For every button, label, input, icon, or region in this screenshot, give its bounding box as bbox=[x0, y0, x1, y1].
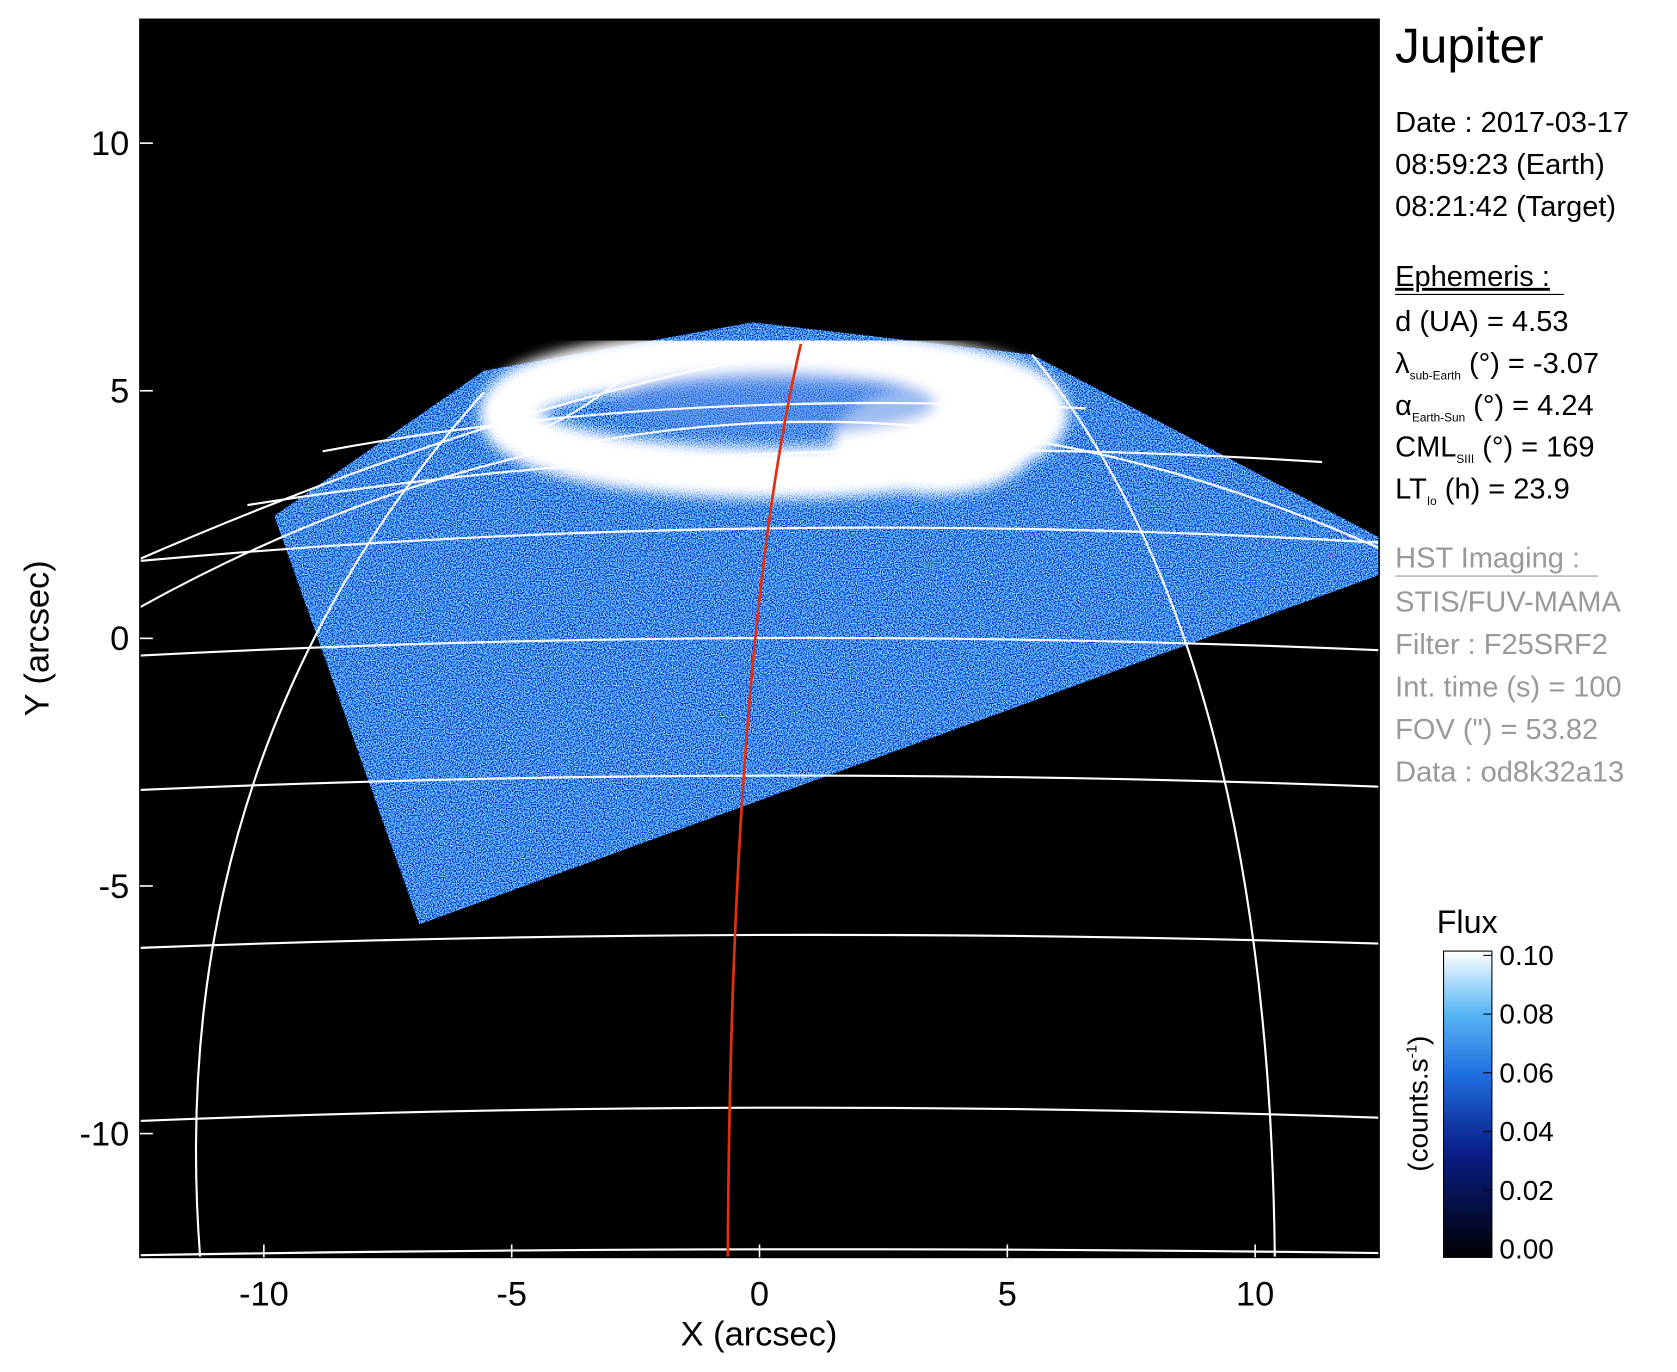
imaging-line: STIS/FUV-MAMA bbox=[1395, 586, 1621, 618]
colorbar-tick-label: 0.10 bbox=[1499, 940, 1553, 971]
ephemeris-line: LTIo (h) = 23.9 bbox=[1395, 474, 1570, 508]
y-tick-label: -5 bbox=[99, 868, 130, 906]
colorbar-tick-label: 0.06 bbox=[1499, 1057, 1553, 1088]
x-tick-label: -10 bbox=[239, 1276, 289, 1314]
ephemeris-label: α bbox=[1395, 390, 1412, 422]
ephemeris-title: Ephemeris : bbox=[1395, 261, 1550, 293]
colorbar bbox=[1443, 950, 1493, 1258]
imaging-line: Filter : F25SRF2 bbox=[1395, 629, 1608, 661]
colorbar-tick-label: 0.02 bbox=[1499, 1175, 1553, 1206]
imaging-line: Int. time (s) = 100 bbox=[1395, 671, 1621, 703]
x-tick-label: 0 bbox=[750, 1276, 769, 1314]
image bbox=[139, 322, 1380, 1258]
info-title: Jupiter bbox=[1395, 18, 1543, 73]
ephemeris-line: CMLSIII (°) = 169 bbox=[1395, 432, 1594, 466]
ephemeris-line: λsub-Earth (°) = -3.07 bbox=[1395, 348, 1599, 382]
ephemeris-sub: Io bbox=[1427, 494, 1437, 508]
colorbar-label: (counts.s-1) bbox=[1402, 1036, 1433, 1172]
x-tick-label: 5 bbox=[998, 1276, 1017, 1314]
ephemeris-sub: sub-Earth bbox=[1410, 368, 1461, 382]
ephemeris-label: λ bbox=[1395, 348, 1410, 380]
colorbar-tick-label: 0.00 bbox=[1499, 1233, 1553, 1264]
colorbar-tick-label: 0.04 bbox=[1499, 1116, 1553, 1147]
y-axis-label: Y (arcsec) bbox=[19, 560, 57, 716]
ephemeris-label: CML bbox=[1395, 432, 1456, 464]
ephemeris-line: d (UA) = 4.53 bbox=[1395, 306, 1568, 338]
colorbar-label-text: (counts.s bbox=[1402, 1058, 1433, 1171]
y-tick-label: 5 bbox=[110, 373, 129, 411]
ephemeris-rest: (°) = 4.24 bbox=[1465, 390, 1593, 422]
colorbar-title: Flux bbox=[1437, 904, 1498, 940]
x-tick-label: 10 bbox=[1236, 1276, 1274, 1314]
imaging-line: Data : od8k32a13 bbox=[1395, 756, 1624, 788]
imaging-title: HST Imaging : bbox=[1395, 542, 1580, 574]
colorbar-label-sup: -1 bbox=[1404, 1045, 1421, 1058]
x-axis-label: X (arcsec) bbox=[681, 1316, 838, 1354]
ephemeris-sub: Earth-Sun bbox=[1412, 410, 1465, 424]
info-panel: Jupiter Date : 2017-03-17 08:59:23 (Earth)… bbox=[1395, 18, 1629, 788]
x-tick-label: -5 bbox=[496, 1276, 527, 1314]
y-tick-label: 10 bbox=[91, 125, 129, 163]
colorbar-label-end: ) bbox=[1402, 1036, 1433, 1045]
ephemeris-rest: (°) = -3.07 bbox=[1461, 348, 1599, 380]
ephemeris-rest: (h) = 23.9 bbox=[1437, 474, 1570, 506]
y-tick-label: 0 bbox=[110, 620, 129, 658]
info-line: Date : 2017-03-17 bbox=[1395, 107, 1629, 139]
ephemeris-sub: SIII bbox=[1456, 452, 1474, 466]
ephemeris-line: αEarth-Sun (°) = 4.24 bbox=[1395, 390, 1593, 424]
info-line: 08:21:42 (Target) bbox=[1395, 191, 1616, 223]
meridian bbox=[726, 343, 803, 1258]
ephemeris-label: LT bbox=[1395, 474, 1427, 506]
ephemeris-rest: (°) = 169 bbox=[1474, 432, 1594, 464]
info-line: 08:59:23 (Earth) bbox=[1395, 149, 1605, 181]
ephemeris-label: d (UA) = 4.53 bbox=[1395, 306, 1568, 338]
imaging-line: FOV (") = 53.82 bbox=[1395, 714, 1598, 746]
colorbar-tick-label: 0.08 bbox=[1499, 999, 1553, 1030]
y-tick-label: -10 bbox=[80, 1115, 130, 1153]
